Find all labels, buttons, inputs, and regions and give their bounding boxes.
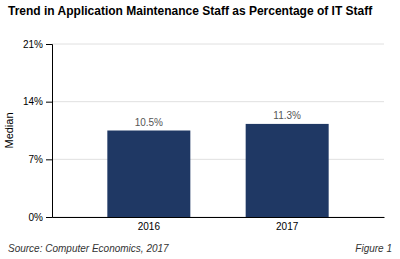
chart-container: Trend in Application Maintenance Staff a… — [0, 0, 400, 259]
y-tick-mark — [46, 44, 52, 45]
y-tick: 7% — [29, 154, 52, 165]
y-tick-mark — [46, 102, 52, 103]
grid — [52, 44, 384, 217]
y-tick: 21% — [23, 39, 52, 50]
data-label: 11.3% — [273, 110, 301, 121]
y-axis-label: Median — [3, 112, 15, 148]
plot: 0% 7% 14% 21% 2016 2017 10.5% 11.3% — [23, 39, 385, 232]
grid-line — [52, 159, 384, 160]
y-tick-mark — [46, 217, 52, 218]
grid-line — [52, 101, 384, 102]
annotation: Source: Computer Economics, 2017 — [8, 243, 169, 254]
y-tick: 0% — [29, 212, 52, 223]
annotation: Figure 1 — [355, 243, 392, 254]
data-label: 10.5% — [135, 117, 163, 128]
x-axis: 2016 2017 — [53, 218, 385, 233]
bars — [107, 124, 328, 217]
y-tick-label: 14% — [23, 96, 43, 107]
x-tick-label: 2017 — [276, 221, 299, 232]
bar — [246, 124, 329, 217]
data-labels: 10.5% 11.3% — [135, 110, 301, 128]
y-tick: 14% — [23, 96, 52, 107]
y-tick-label: 21% — [23, 39, 43, 50]
y-axis: 0% 7% 14% 21% — [23, 39, 53, 223]
title: Trend in Application Maintenance Staff a… — [8, 4, 373, 18]
y-tick-label: 7% — [29, 154, 44, 165]
x-axis-line — [53, 217, 385, 218]
chart-svg: Trend in Application Maintenance Staff a… — [0, 0, 400, 259]
bar — [107, 131, 190, 218]
y-axis-line — [46, 45, 53, 218]
y-tick-mark — [46, 159, 52, 160]
grid-line — [52, 217, 384, 218]
x-tick: 2017 — [276, 221, 299, 232]
y-tick-label: 0% — [29, 212, 44, 223]
title-line: Trend in Application Maintenance Staff a… — [8, 4, 373, 18]
x-tick-label: 2016 — [138, 221, 161, 232]
x-tick: 2016 — [138, 221, 161, 232]
grid-line — [52, 44, 384, 45]
